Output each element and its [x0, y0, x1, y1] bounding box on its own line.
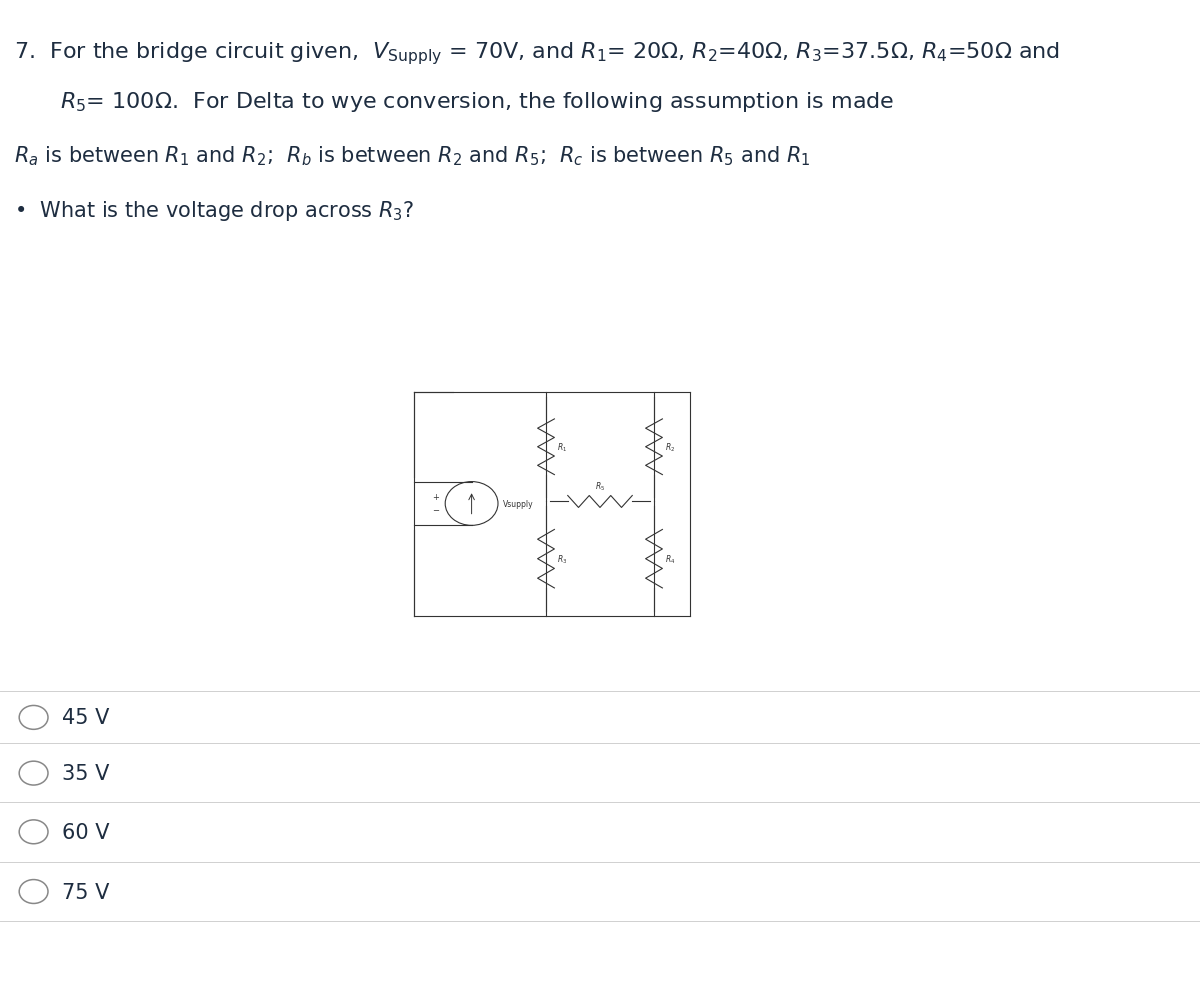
Text: 45 V: 45 V	[62, 708, 109, 728]
Text: +: +	[432, 493, 439, 502]
Text: $R_4$: $R_4$	[665, 553, 676, 566]
Text: $R_5$: $R_5$	[595, 479, 605, 492]
Text: $R_1$: $R_1$	[557, 441, 566, 453]
Text: 60 V: 60 V	[62, 822, 110, 842]
Text: $R_a$ is between $R_1$ and $R_2$;  $R_b$ is between $R_2$ and $R_5$;  $R_c$ is b: $R_a$ is between $R_1$ and $R_2$; $R_b$ …	[14, 144, 811, 168]
Text: 7.  For the bridge circuit given,  $V_{\mathrm{Supply}}$ = 70V, and $R_1$= 20Ω, : 7. For the bridge circuit given, $V_{\ma…	[14, 40, 1061, 67]
Text: 75 V: 75 V	[62, 882, 109, 902]
Text: 35 V: 35 V	[62, 763, 109, 783]
Text: $R_5$= 100Ω.  For Delta to wye conversion, the following assumption is made: $R_5$= 100Ω. For Delta to wye conversion…	[60, 89, 894, 113]
Text: •  What is the voltage drop across $R_3$?: • What is the voltage drop across $R_3$?	[14, 199, 415, 223]
Text: −: −	[432, 506, 439, 515]
Text: Vsupply: Vsupply	[503, 499, 534, 509]
Text: $R_2$: $R_2$	[665, 441, 674, 453]
Text: $R_3$: $R_3$	[557, 553, 568, 566]
